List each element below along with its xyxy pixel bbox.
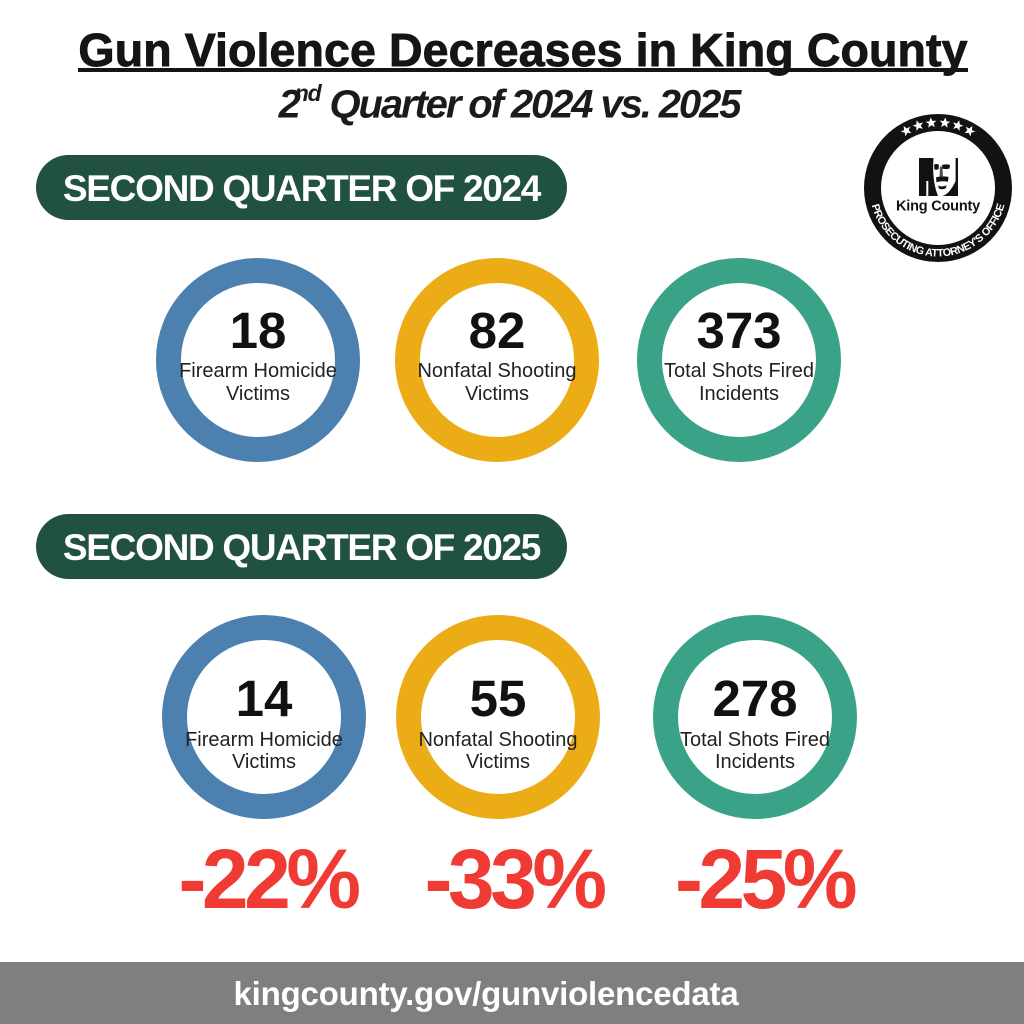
svg-text:King County: King County (896, 199, 980, 215)
